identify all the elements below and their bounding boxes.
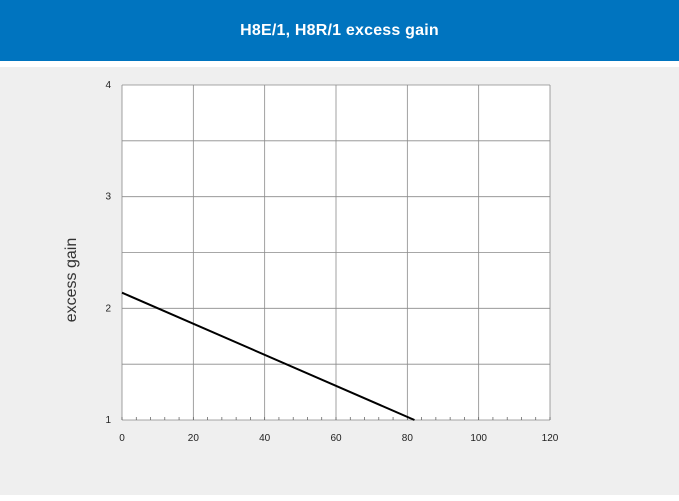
x-tick-label: 40 (259, 433, 271, 444)
series-line (121, 291, 415, 421)
chart-header: H8E/1, H8R/1 excess gain (0, 0, 679, 61)
y-tick-label: 4 (105, 80, 111, 91)
x-tick-label: 120 (542, 433, 559, 444)
chart-title: H8E/1, H8R/1 excess gain (240, 21, 439, 39)
y-tick-label: 2 (105, 303, 111, 314)
x-tick-label: 100 (470, 433, 487, 444)
y-tick-label: 1 (105, 415, 111, 426)
x-tick-label: 60 (330, 433, 342, 444)
x-tick-label: 0 (119, 433, 125, 444)
x-tick-label: 80 (402, 433, 414, 444)
x-tick-label: 20 (188, 433, 200, 444)
y-axis-title: excess gain (63, 238, 80, 323)
y-tick-label: 3 (105, 192, 111, 203)
